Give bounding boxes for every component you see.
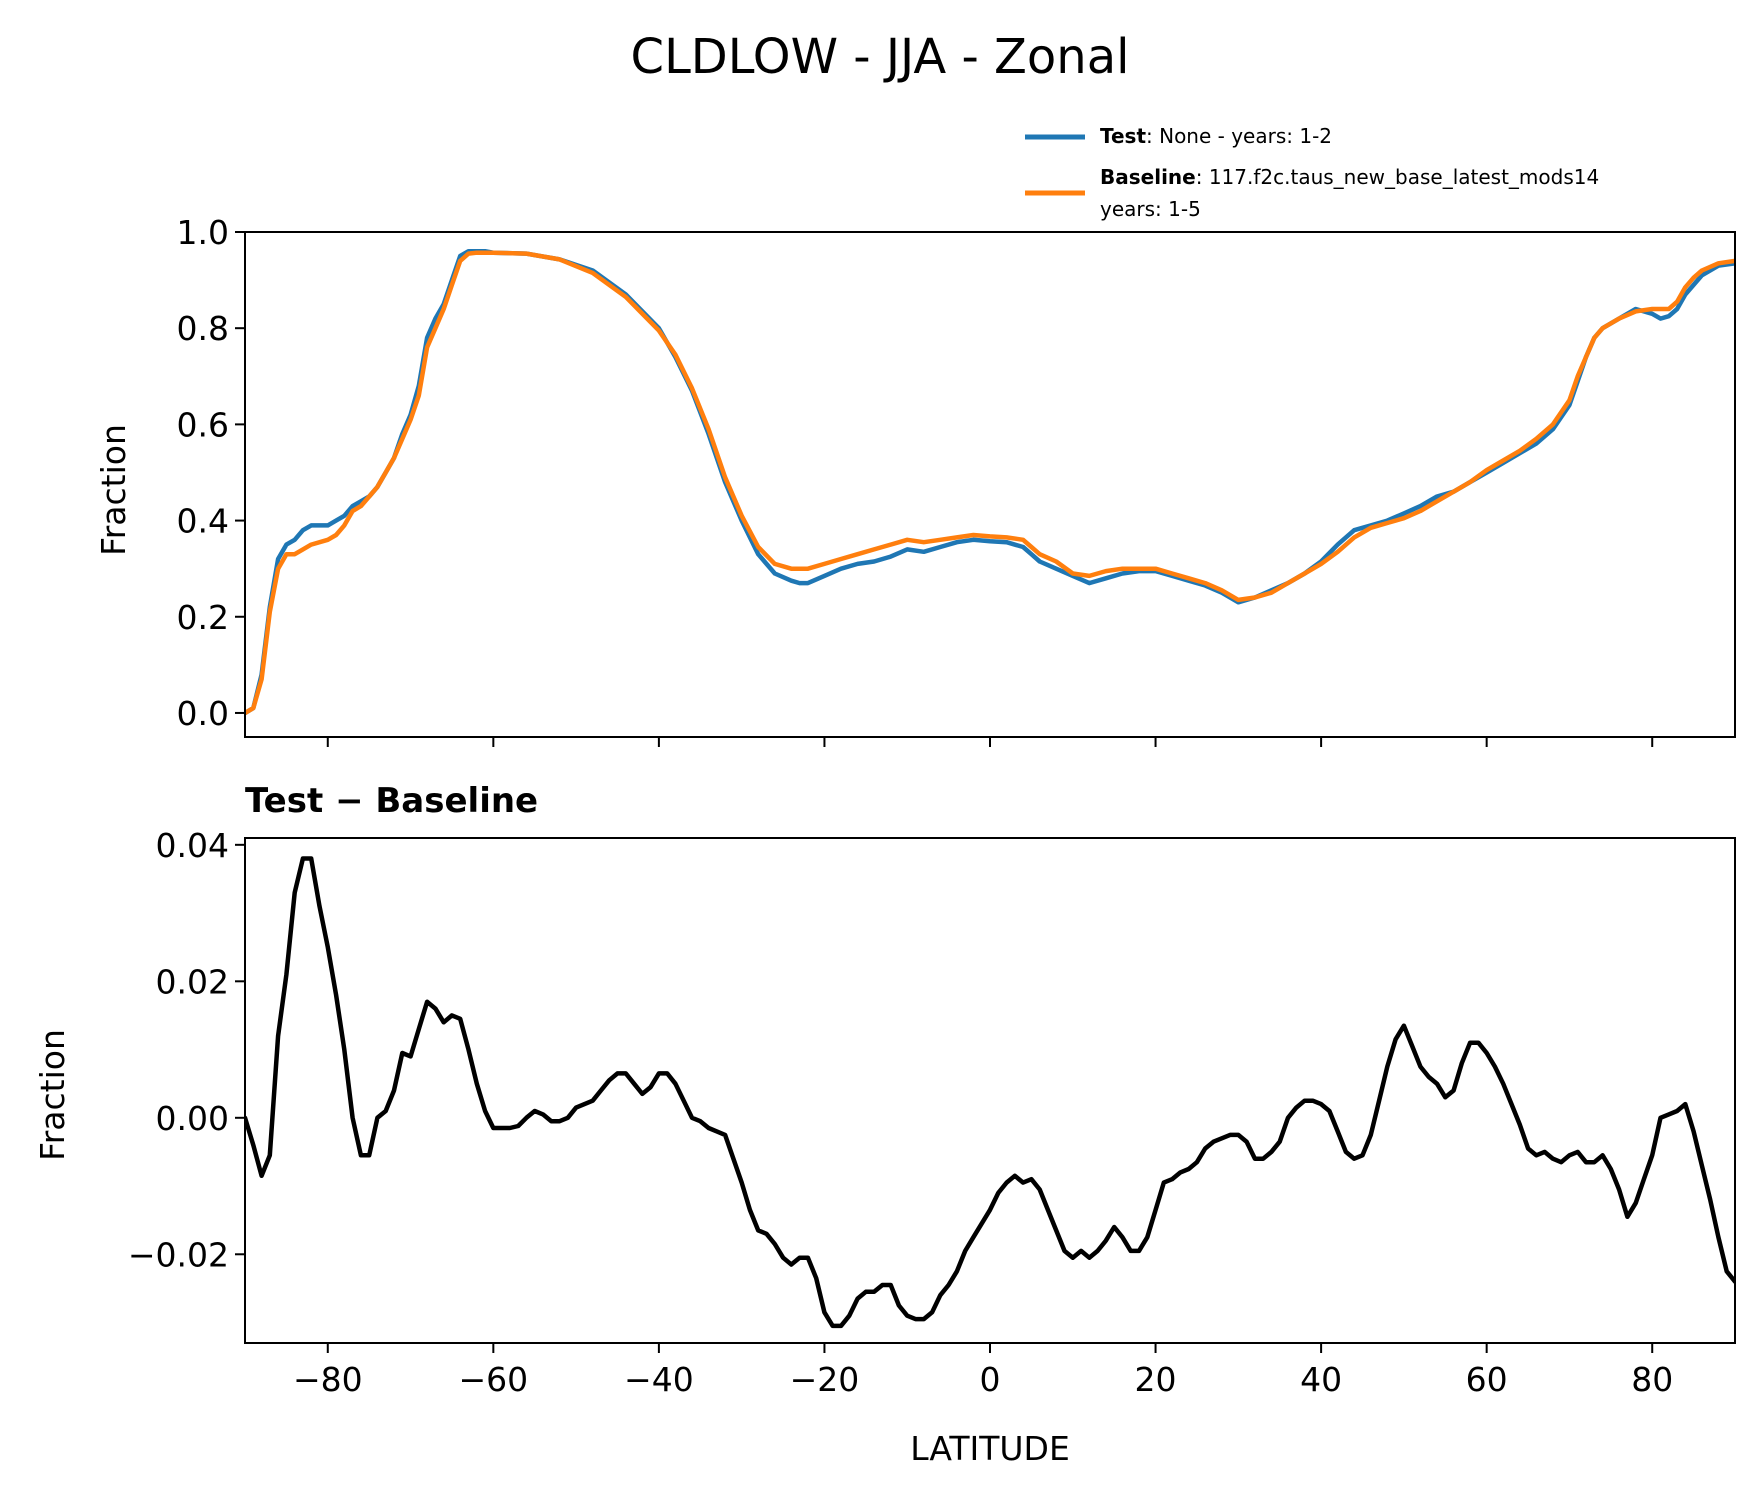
- figure-title: CLDLOW - JJA - Zonal: [631, 29, 1130, 85]
- bottom-xtick-label: −20: [790, 1360, 860, 1399]
- bottom-xtick-label: 40: [1300, 1360, 1342, 1399]
- bottom-series: [245, 856, 1735, 1329]
- bottom-ticks: −80 −60 −40 −20 0 20 40 60 80 −0.02 0.00 0.02 0.04: [128, 826, 1673, 1399]
- top-ticks: 0.0 0.2 0.4 0.6 0.8 1.0: [177, 213, 1654, 747]
- bottom-xtick-label: −80: [293, 1360, 363, 1399]
- legend-label-baseline: Baseline: 117.f2c.taus_new_base_latest_m…: [1100, 165, 1599, 189]
- bottom-xtick-label: −60: [459, 1360, 529, 1399]
- top-panel: Fraction 0.0 0.2 0.4 0.6 0.8 1.0: [94, 213, 1736, 747]
- top-ytick-label: 1.0: [177, 213, 229, 252]
- legend: Test: None - years: 1-2 Baseline: 117.f2…: [1025, 124, 1599, 221]
- bottom-xlabel: LATITUDE: [910, 1429, 1070, 1468]
- bottom-ytick-label: 0.00: [156, 1099, 229, 1138]
- bottom-title: Test − Baseline: [245, 781, 538, 821]
- top-series: [245, 248, 1735, 716]
- bottom-ytick-label: −0.02: [128, 1235, 229, 1274]
- top-ytick-label: 0.2: [177, 598, 229, 637]
- bottom-xtick-label: 80: [1631, 1360, 1673, 1399]
- legend-baseline-bold: Baseline: [1100, 165, 1196, 189]
- bottom-ytick-label: 0.04: [156, 826, 229, 865]
- legend-test-bold: Test: [1100, 124, 1146, 148]
- bottom-xtick-label: −40: [624, 1360, 694, 1399]
- bottom-ytick-label: 0.02: [156, 962, 229, 1001]
- bottom-series-test-baseline: [245, 856, 1735, 1329]
- legend-baseline-text2: years: 1-5: [1100, 197, 1201, 221]
- bottom-xtick-label: 0: [980, 1360, 1001, 1399]
- legend-baseline-text: : 117.f2c.taus_new_base_latest_mods14: [1196, 165, 1599, 189]
- top-series-baseline: [245, 250, 1735, 716]
- bottom-ylabel: Fraction: [33, 1029, 72, 1161]
- top-ytick-label: 0.6: [177, 405, 229, 444]
- bottom-axes-frame: [244, 837, 1736, 1344]
- legend-label-test: Test: None - years: 1-2: [1100, 124, 1332, 148]
- top-ytick-label: 0.4: [177, 502, 229, 541]
- bottom-xtick-label: 60: [1466, 1360, 1508, 1399]
- top-ytick-label: 0.8: [177, 309, 229, 348]
- bottom-xtick-label: 20: [1135, 1360, 1177, 1399]
- bottom-panel: Test − Baseline Fraction LATITUDE −80 −60…: [33, 781, 1736, 1468]
- top-series-test: [245, 248, 1735, 716]
- top-ytick-label: 0.0: [177, 694, 229, 733]
- top-ylabel: Fraction: [94, 424, 133, 556]
- top-axes-frame: [244, 231, 1736, 738]
- legend-test-text: : None - years: 1-2: [1146, 124, 1332, 148]
